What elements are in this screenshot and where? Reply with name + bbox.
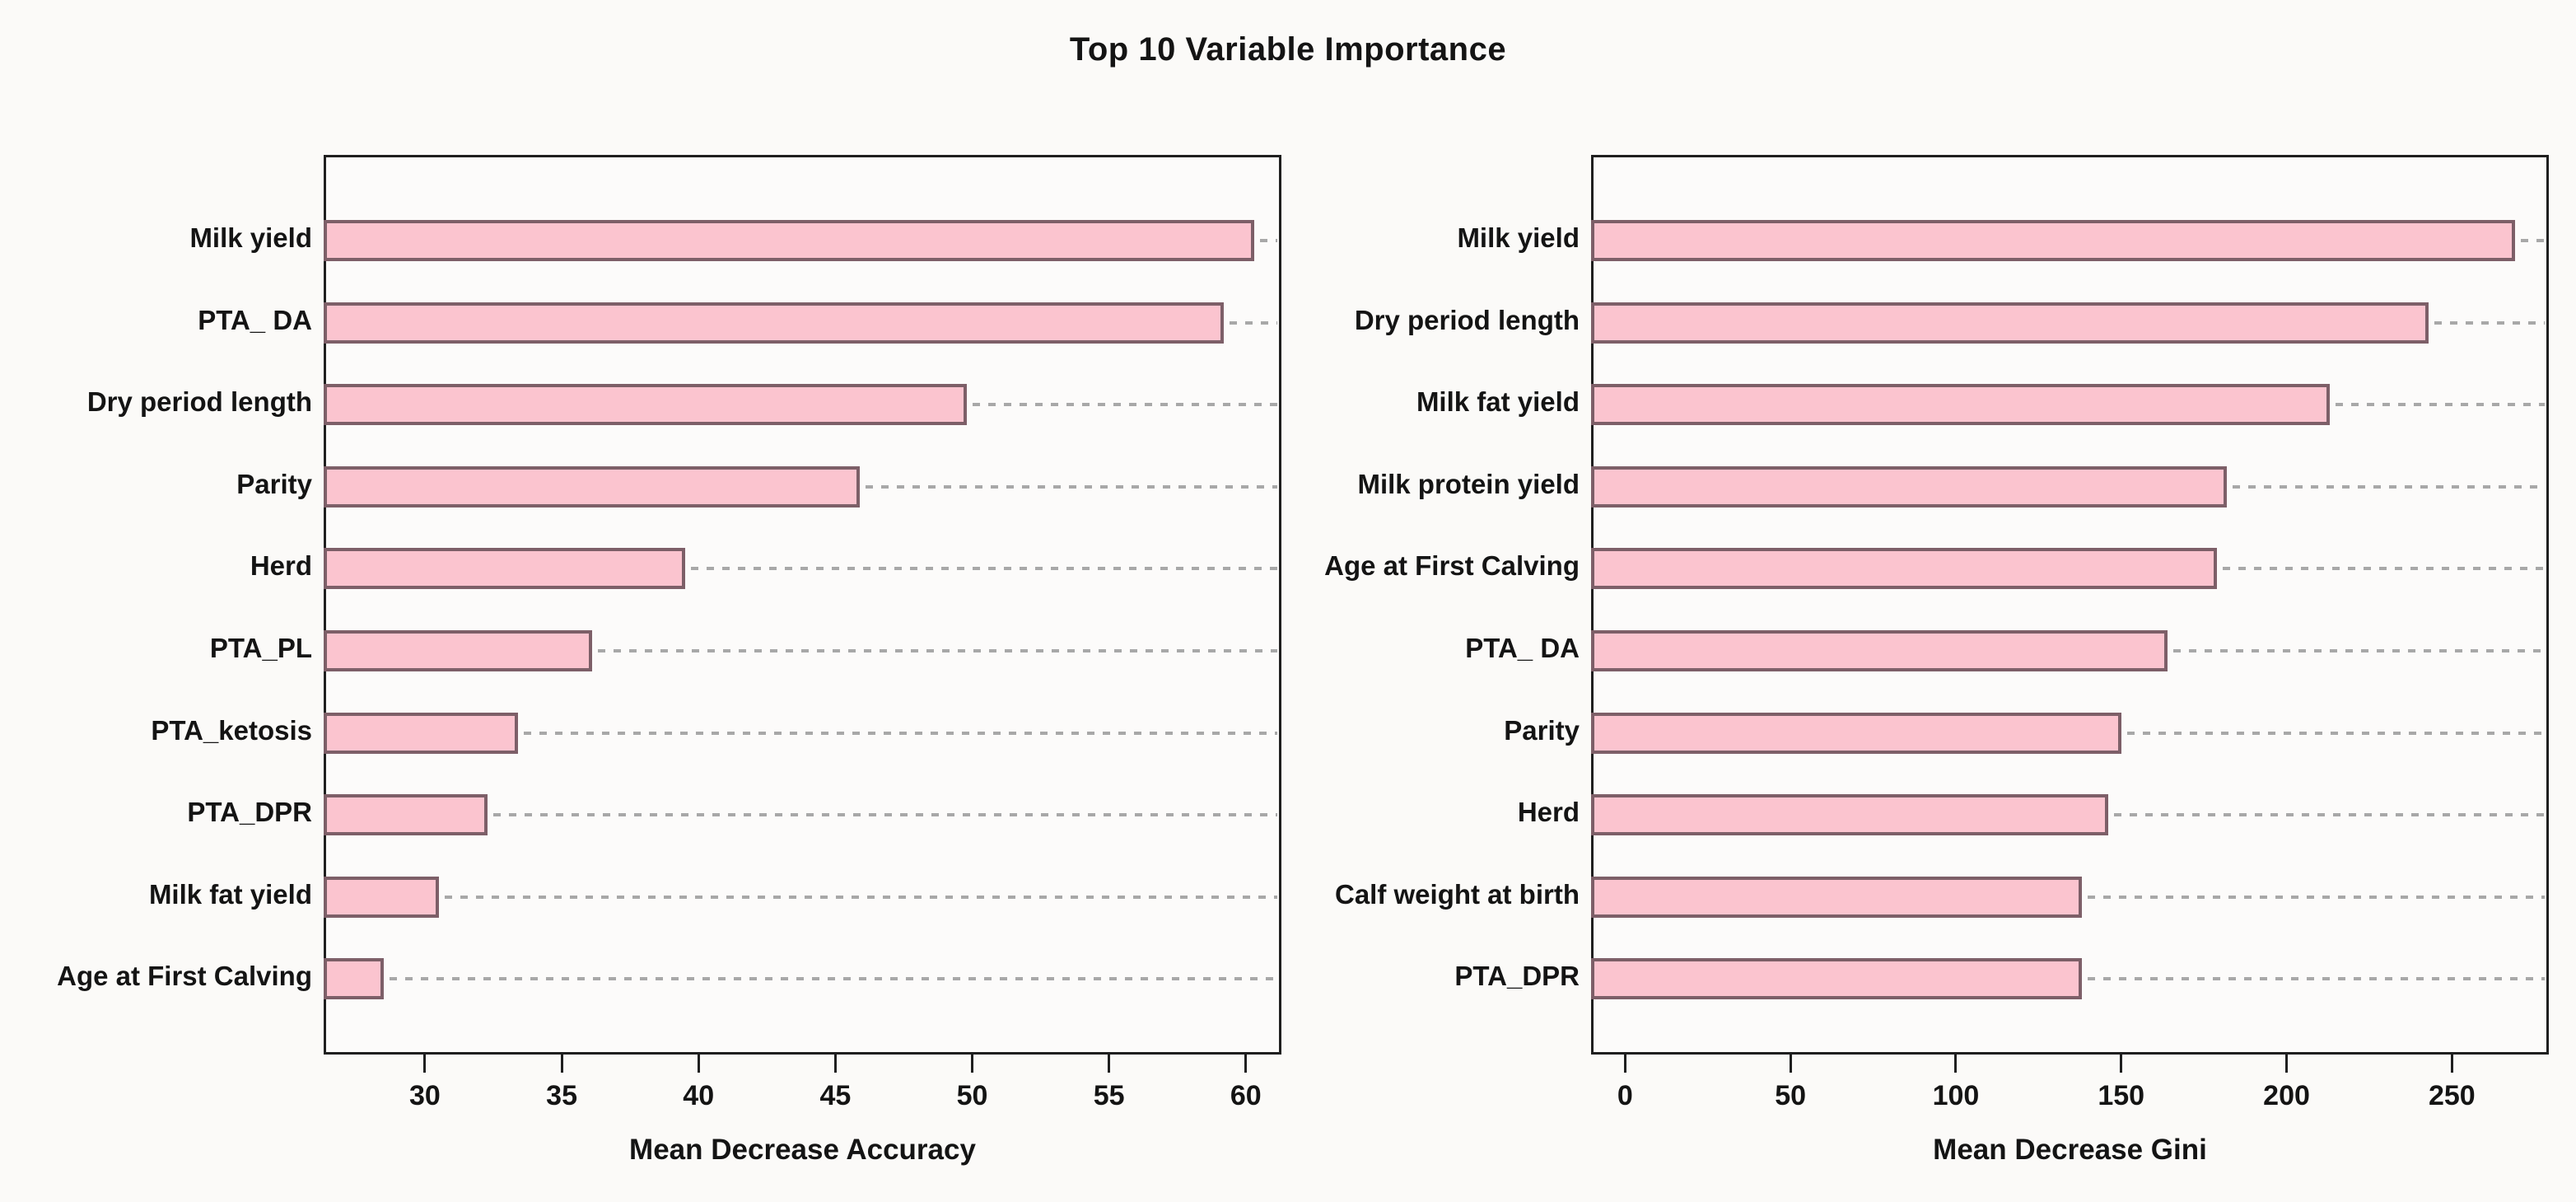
x-tick-label: 30: [409, 1080, 441, 1111]
bar-parity: [1591, 712, 2121, 754]
x-tick-label: 150: [2098, 1080, 2145, 1111]
category-label: Milk yield: [1457, 222, 1580, 253]
bar-parity: [324, 465, 860, 507]
leader-line: [493, 813, 1277, 817]
leader-line: [1260, 239, 1277, 242]
category-label: PTA_DPR: [1454, 961, 1580, 992]
category-label: Milk yield: [189, 222, 312, 253]
x-axis-label: Mean Decrease Gini: [1933, 1134, 2207, 1166]
bar-milk-yield: [324, 220, 1254, 261]
bar-age-at-first-calving: [1591, 548, 2217, 590]
category-label: Age at First Calving: [1324, 550, 1580, 582]
leader-line: [866, 484, 1277, 489]
bar-calf-weight-at-birth: [1591, 876, 2082, 918]
x-tick: [1623, 1055, 1626, 1073]
x-tick-label: 60: [1230, 1080, 1262, 1111]
category-label: Parity: [1504, 714, 1580, 746]
chart-title: Top 10 Variable Importance: [1069, 31, 1507, 68]
x-tick-label: 35: [546, 1080, 577, 1111]
x-tick-label: 50: [1775, 1080, 1807, 1111]
leader-line: [691, 567, 1277, 571]
bar-herd: [324, 548, 685, 590]
bar-milk-fat-yield: [324, 876, 439, 918]
plot-box: [1591, 155, 2549, 1055]
leader-line: [2088, 977, 2545, 981]
bar-pta-pl: [324, 630, 592, 671]
bar-dry-period-length: [1591, 302, 2429, 344]
leader-line: [2336, 403, 2545, 407]
category-label: Parity: [236, 468, 312, 499]
x-tick: [1108, 1055, 1111, 1073]
x-tick-label: 50: [956, 1080, 988, 1111]
leader-line: [598, 649, 1277, 652]
x-tick-label: 55: [1093, 1080, 1125, 1111]
category-label: Herd: [250, 550, 312, 582]
bar-pta-dpr: [1591, 958, 2082, 1000]
x-tick: [2450, 1055, 2453, 1073]
x-tick-label: 200: [2263, 1080, 2310, 1111]
category-label: PTA_PL: [209, 633, 312, 663]
category-label: Dry period length: [86, 386, 312, 418]
plot-box: [324, 155, 1281, 1055]
x-tick: [2120, 1055, 2123, 1073]
x-tick-label: 100: [1932, 1080, 1980, 1111]
bar-pta-dpr: [324, 794, 488, 836]
category-label: PTA_ DA: [1465, 633, 1580, 663]
leader-line: [2127, 731, 2545, 735]
category-label: PTA_ DA: [198, 304, 312, 335]
leader-line: [524, 731, 1277, 735]
x-tick-label: 45: [819, 1080, 852, 1111]
category-label: Milk fat yield: [1416, 386, 1580, 418]
category-label: Dry period length: [1354, 304, 1580, 335]
category-label: Milk protein yield: [1357, 468, 1580, 499]
leader-line: [2233, 484, 2545, 489]
bar-age-at-first-calving: [324, 958, 384, 1000]
x-tick: [1789, 1055, 1792, 1073]
leader-line: [1230, 320, 1277, 325]
x-tick: [971, 1055, 974, 1073]
x-tick-label: 250: [2428, 1080, 2476, 1111]
bar-milk-fat-yield: [1591, 384, 2330, 426]
bar-pta-da: [1591, 630, 2168, 671]
leader-line: [2173, 649, 2545, 652]
bar-milk-protein-yield: [1591, 465, 2227, 507]
leader-line: [973, 403, 1277, 407]
leader-line: [445, 895, 1277, 899]
category-label: Calf weight at birth: [1335, 878, 1580, 910]
category-label: PTA_ketosis: [151, 714, 312, 746]
x-tick: [1244, 1055, 1248, 1073]
bar-herd: [1591, 794, 2108, 836]
category-label: Age at First Calving: [57, 961, 312, 992]
x-tick-label: 0: [1617, 1080, 1633, 1111]
leader-line: [2521, 239, 2545, 242]
x-tick: [697, 1055, 700, 1073]
x-tick: [1954, 1055, 1958, 1073]
category-label: Milk fat yield: [148, 878, 312, 910]
x-axis-label: Mean Decrease Accuracy: [629, 1134, 976, 1166]
category-label: PTA_DPR: [187, 797, 312, 828]
x-tick: [833, 1055, 837, 1073]
category-label: Herd: [1517, 797, 1580, 828]
leader-line: [2434, 320, 2545, 325]
bar-dry-period-length: [324, 384, 967, 426]
leader-line: [2114, 813, 2545, 817]
x-tick-label: 40: [683, 1080, 715, 1111]
bar-pta-da: [324, 302, 1224, 344]
leader-line: [390, 977, 1277, 981]
x-tick: [560, 1055, 563, 1073]
leader-line: [2223, 567, 2545, 571]
x-tick: [423, 1055, 427, 1073]
bar-milk-yield: [1591, 220, 2515, 261]
leader-line: [2088, 895, 2545, 899]
bar-pta-ketosis: [324, 712, 518, 754]
x-tick: [2285, 1055, 2289, 1073]
